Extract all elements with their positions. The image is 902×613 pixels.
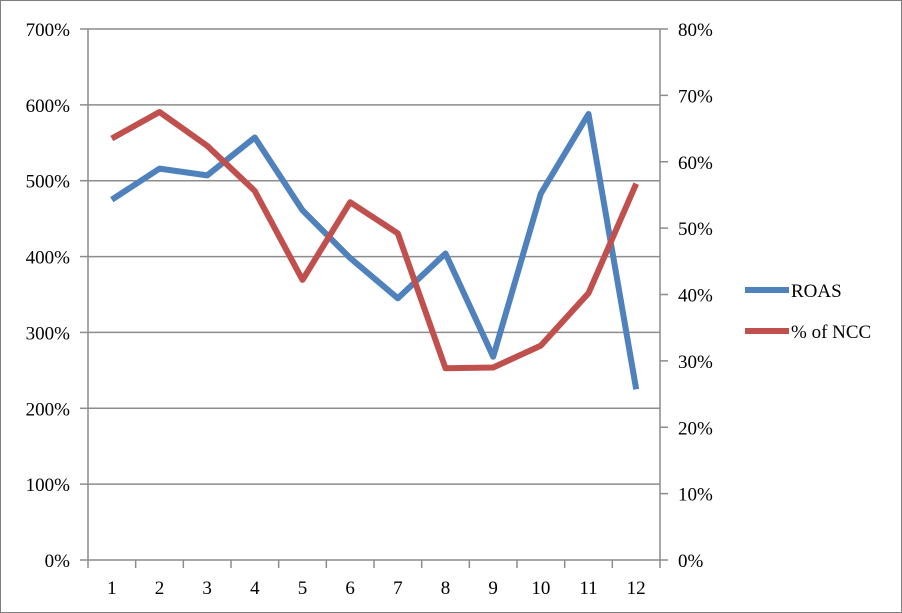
- right-tick-label: 30%: [678, 352, 713, 373]
- x-axis-tick-labels: 1 2 3 4 5 6 7 8 9 10 11 12: [107, 578, 646, 599]
- left-tick-label: 0%: [45, 551, 71, 572]
- left-tick-label: 700%: [26, 20, 71, 41]
- gridlines: [88, 28, 660, 485]
- x-tick-label: 10: [531, 578, 550, 599]
- axes: [80, 28, 668, 568]
- legend-label: % of NCC: [791, 322, 871, 343]
- left-tick-label: 500%: [26, 172, 71, 193]
- x-tick-label: 9: [488, 578, 498, 599]
- right-tick-label: 20%: [678, 418, 713, 439]
- right-axis-tick-labels: 0% 10% 20% 30% 40% 50% 60% 70% 80%: [678, 20, 713, 572]
- right-tick-label: 0%: [678, 551, 704, 572]
- legend-label: ROAS: [791, 281, 842, 302]
- series-line-roas: [110, 111, 640, 390]
- x-tick-label: 12: [627, 578, 646, 599]
- left-tick-label: 400%: [26, 248, 71, 269]
- right-tick-label: 80%: [678, 20, 713, 41]
- series-lines: [110, 109, 640, 390]
- left-tick-label: 100%: [26, 475, 71, 496]
- x-tick-label: 7: [393, 578, 403, 599]
- x-tick-label: 3: [202, 578, 212, 599]
- x-tick-label: 5: [298, 578, 308, 599]
- series-line-pct-ncc: [110, 109, 639, 372]
- left-tick-label: 600%: [26, 96, 71, 117]
- legend: ROAS % of NCC: [745, 281, 871, 343]
- x-tick-label: 6: [345, 578, 355, 599]
- right-tick-label: 70%: [678, 86, 713, 107]
- left-tick-label: 200%: [26, 399, 71, 420]
- x-tick-label: 8: [441, 578, 451, 599]
- x-tick-label: 4: [250, 578, 260, 599]
- left-axis-tick-labels: 0% 100% 200% 300% 400% 500% 600% 700%: [26, 20, 71, 572]
- left-tick-label: 300%: [26, 323, 71, 344]
- right-tick-label: 40%: [678, 286, 713, 307]
- right-tick-label: 60%: [678, 153, 713, 174]
- x-tick-label: 1: [107, 578, 117, 599]
- right-tick-label: 50%: [678, 219, 713, 240]
- x-tick-label: 11: [579, 578, 597, 599]
- right-tick-label: 10%: [678, 485, 713, 506]
- x-tick-label: 2: [155, 578, 165, 599]
